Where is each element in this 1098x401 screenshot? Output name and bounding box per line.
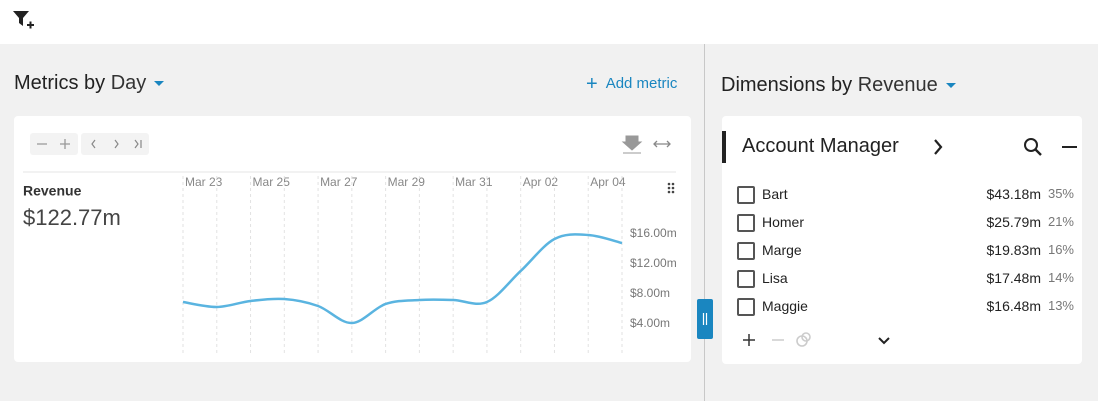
dimension-row[interactable]: Maggie $16.48m 13% bbox=[722, 293, 1082, 321]
row-share: 35% bbox=[1047, 186, 1074, 201]
series-line bbox=[182, 233, 623, 325]
row-value: $16.48m bbox=[986, 298, 1041, 314]
dimension-row[interactable]: Bart $43.18m 35% bbox=[722, 181, 1082, 209]
dimension-card: Account Manager Bart $43.18m 35% Homer $25.7… bbox=[722, 116, 1082, 364]
metric-total: $122.77m bbox=[23, 205, 121, 230]
y-tick-label: $4.00m bbox=[630, 316, 670, 330]
x-tick-label: Mar 31 bbox=[455, 175, 493, 189]
row-value: $17.48m bbox=[986, 270, 1041, 286]
add-metric-button[interactable]: + Add metric bbox=[586, 73, 678, 95]
panel-accent bbox=[722, 131, 726, 163]
row-value: $43.18m bbox=[986, 186, 1041, 202]
x-tick-label: Apr 04 bbox=[590, 175, 626, 189]
row-name: Homer bbox=[762, 214, 805, 230]
search-icon[interactable] bbox=[1022, 136, 1046, 160]
x-tick-label: Mar 29 bbox=[388, 175, 426, 189]
checkbox[interactable] bbox=[737, 270, 755, 288]
row-name: Lisa bbox=[762, 270, 788, 286]
dimensions-title: Dimensions by bbox=[721, 74, 853, 96]
x-tick-label: Mar 23 bbox=[185, 175, 223, 189]
row-share: 13% bbox=[1047, 298, 1074, 313]
row-value: $25.79m bbox=[986, 214, 1041, 230]
dimension-row[interactable]: Marge $19.83m 16% bbox=[722, 237, 1082, 265]
row-name: Maggie bbox=[762, 298, 808, 314]
add-metric-label: Add metric bbox=[605, 75, 678, 92]
top-bar bbox=[0, 0, 1098, 44]
dimension-row[interactable]: Lisa $17.48m 14% bbox=[722, 265, 1082, 293]
chart-toolbar bbox=[30, 133, 671, 155]
checkbox[interactable] bbox=[737, 242, 755, 260]
row-value: $19.83m bbox=[986, 242, 1041, 258]
dimensions-header: Dimensions by Revenue bbox=[721, 74, 956, 97]
metrics-header: Metrics by Day bbox=[14, 72, 165, 95]
chart-menu-icon[interactable] bbox=[667, 182, 675, 194]
metrics-title: Metrics by bbox=[14, 72, 106, 94]
chart: Revenue $122.77m Mar 23 Mar 25 Mar 27 Mar 2… bbox=[23, 133, 677, 354]
checkbox[interactable] bbox=[737, 186, 755, 204]
panel-divider bbox=[704, 44, 705, 401]
row-share: 16% bbox=[1047, 242, 1074, 257]
resize-handle[interactable] bbox=[697, 299, 713, 339]
filter-add-icon[interactable] bbox=[12, 10, 36, 34]
y-tick-label: $12.00m bbox=[630, 256, 677, 270]
checkbox[interactable] bbox=[737, 298, 755, 316]
group-by-selector[interactable]: Day bbox=[110, 72, 147, 94]
row-share: 21% bbox=[1047, 214, 1074, 229]
row-share: 14% bbox=[1047, 270, 1074, 285]
x-tick-label: Mar 25 bbox=[253, 175, 291, 189]
collapse-icon[interactable] bbox=[1060, 136, 1080, 160]
row-name: Bart bbox=[762, 186, 788, 202]
row-name: Marge bbox=[762, 242, 802, 258]
x-tick-label: Apr 02 bbox=[523, 175, 559, 189]
sort-by-selector[interactable]: Revenue bbox=[857, 74, 938, 96]
panel-title[interactable]: Account Manager bbox=[742, 135, 899, 157]
y-tick-label: $8.00m bbox=[630, 286, 670, 300]
x-tick-label: Mar 27 bbox=[320, 175, 358, 189]
checkbox[interactable] bbox=[737, 214, 755, 232]
dimension-row[interactable]: Homer $25.79m 21% bbox=[722, 209, 1082, 237]
drill-chevron[interactable] bbox=[930, 136, 946, 160]
chart-card: Revenue $122.77m Mar 23 Mar 25 Mar 27 Mar 2… bbox=[14, 116, 691, 362]
row-actions bbox=[743, 332, 890, 347]
y-tick-label: $16.00m bbox=[630, 226, 677, 240]
metric-name: Revenue bbox=[23, 183, 82, 199]
